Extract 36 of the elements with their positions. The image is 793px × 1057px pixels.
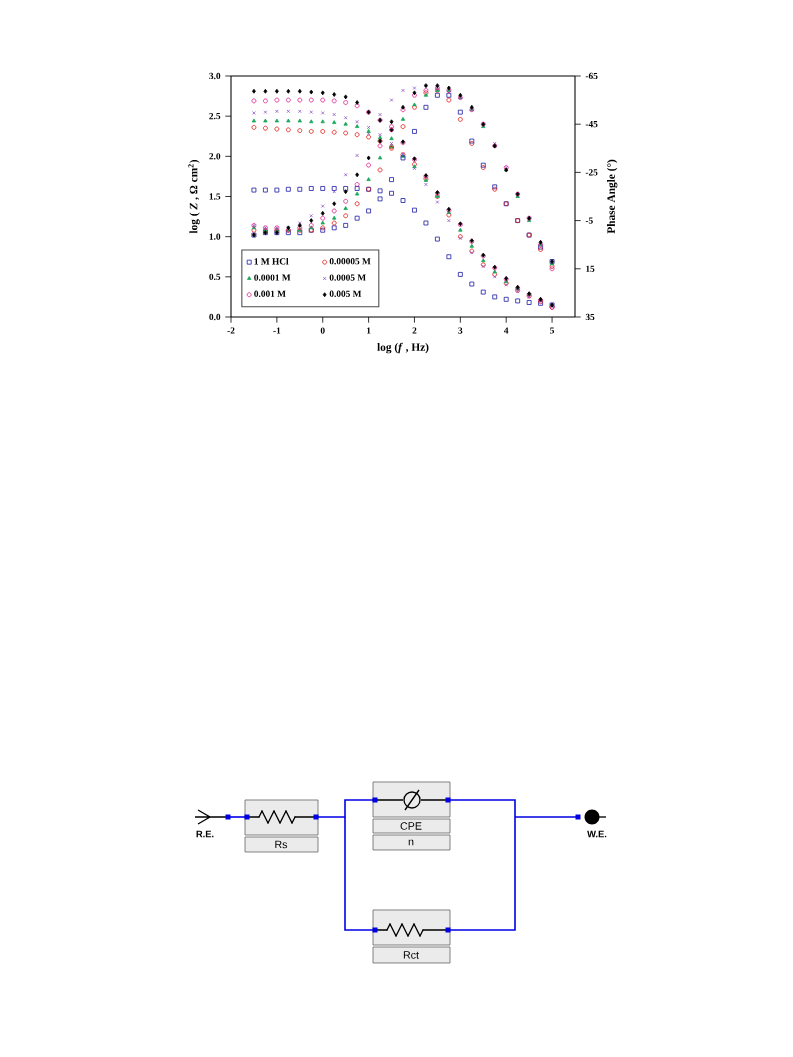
x-tick-label: -2 — [227, 327, 235, 334]
legend-label: 0.001 M — [254, 290, 286, 297]
x-tick-label: 0 — [320, 327, 325, 334]
text: Rct — [403, 951, 419, 959]
x-axis-title: log (f , Hz) — [377, 342, 429, 354]
y-tick-label: 1.5 — [209, 193, 221, 200]
x-tick-label: 2 — [412, 327, 417, 334]
x-tick-label: 3 — [458, 327, 463, 334]
legend-label: 0.0001 M — [254, 274, 291, 281]
y-tick-label: 0.5 — [209, 273, 221, 280]
text: R.E. — [196, 830, 214, 838]
y2-tick-label: 35 — [585, 313, 595, 321]
y-tick-label: 3.0 — [209, 72, 221, 80]
y2-axis-title: Phase Angle (°) — [607, 159, 618, 234]
y-tick-label: 2.5 — [209, 113, 221, 120]
y2-tick-label: -25 — [585, 169, 598, 176]
y2-tick-label: -45 — [585, 121, 598, 128]
y2-tick-label: -65 — [585, 72, 598, 80]
legend-label: 0.005 M — [329, 290, 362, 297]
y2-tick-label: -5 — [585, 217, 593, 224]
legend-label: 0.0005 M — [329, 274, 366, 281]
y-tick-label: 2.0 — [209, 153, 221, 160]
y2-tick-label: 15 — [586, 265, 595, 272]
text: n — [408, 839, 414, 846]
x-tick-label: 5 — [550, 327, 555, 334]
text: W.E. — [587, 830, 607, 838]
x-tick-label: 4 — [503, 327, 509, 334]
text: CPE — [400, 822, 422, 830]
text: Rs — [275, 840, 288, 849]
x-tick-label: 1 — [367, 327, 371, 334]
y-axis-title: log ( Z , Ω cm$^{2}$) — [188, 159, 200, 234]
x-tick-label: -1 — [273, 327, 281, 334]
y-tick-label: 1.0 — [209, 233, 221, 240]
legend-label: 1 M HCl — [254, 257, 289, 265]
y-tick-label: 0.0 — [209, 313, 221, 321]
legend-label: 0.00005 M — [329, 258, 371, 265]
